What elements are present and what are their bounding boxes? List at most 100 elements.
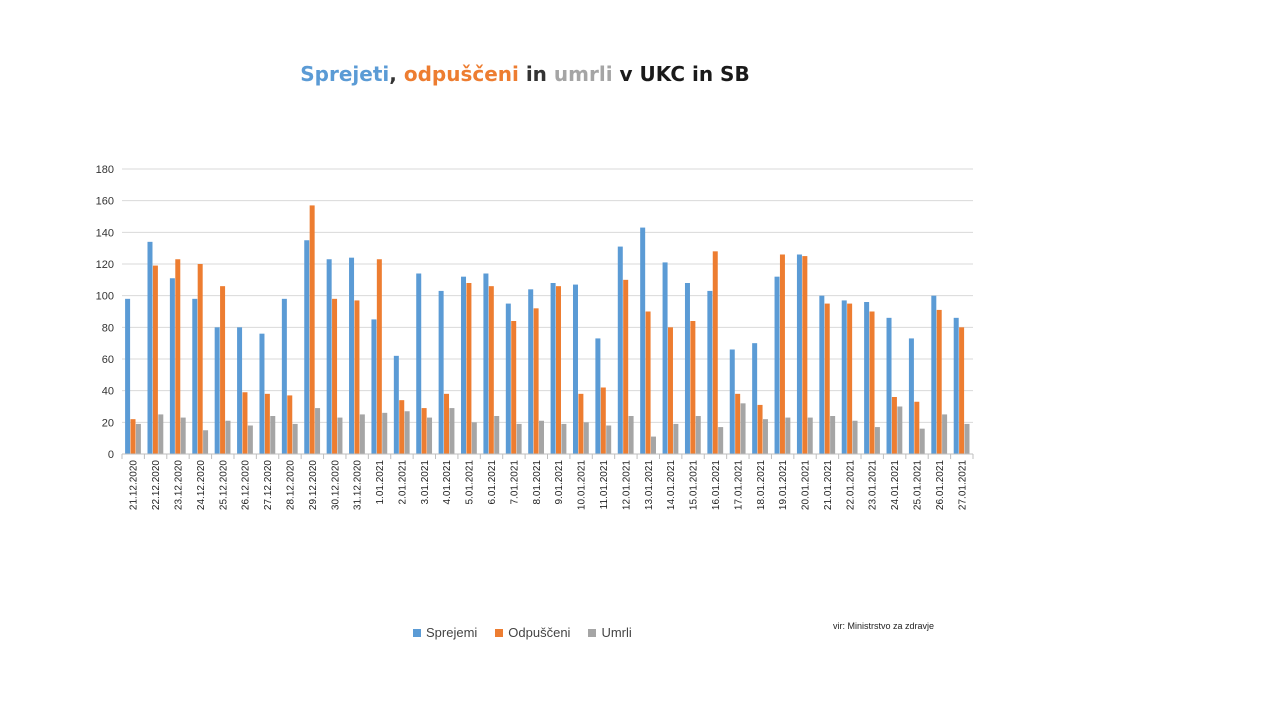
bar-sprejemi	[393, 355, 399, 454]
bar-umrli	[561, 423, 567, 454]
bar-umrli	[673, 423, 679, 454]
x-tick-label: 26.01.2021	[935, 460, 946, 510]
x-tick-label: 22.12.2020	[151, 460, 162, 510]
bar-odpuščeni	[421, 408, 427, 454]
bar-umrli	[382, 412, 388, 454]
chart-title: Sprejeti, odpuščeni in umrli v UKC in SB	[0, 62, 1050, 86]
bar-odpuščeni	[488, 286, 494, 454]
bar-sprejemi	[908, 338, 914, 454]
x-tick-label: 1.01.2021	[375, 460, 386, 505]
bar-umrli	[135, 423, 141, 454]
bar-sprejemi	[438, 290, 444, 454]
bar-umrli	[740, 403, 746, 454]
legend-swatch	[413, 628, 421, 637]
bar-odpuščeni	[444, 393, 450, 454]
bars	[125, 205, 970, 454]
x-tick-label: 21.12.2020	[129, 460, 140, 510]
bar-sprejemi	[528, 289, 534, 454]
bar-umrli	[897, 406, 903, 454]
title-part: ,	[389, 62, 404, 86]
bar-odpuščeni	[847, 303, 853, 454]
bar-sprejemi	[572, 284, 578, 454]
x-tick-label: 11.01.2021	[599, 460, 610, 510]
x-tick-label: 16.01.2021	[711, 460, 722, 510]
y-tick-label: 100	[96, 291, 114, 303]
bar-odpuščeni	[667, 327, 673, 454]
bar-odpuščeni	[376, 259, 382, 454]
x-tick-label: 27.12.2020	[263, 460, 274, 510]
bar-sprejemi	[147, 241, 153, 454]
bar-odpuščeni	[623, 279, 629, 454]
bar-sprejemi	[237, 327, 243, 454]
bar-umrli	[874, 427, 880, 454]
bar-odpuščeni	[712, 251, 718, 454]
axes: 0 20 40 60 80 100 120 140 160 180 21.12.2020 22.12.…	[96, 164, 974, 510]
bar-sprejemi	[953, 317, 959, 454]
bar-sprejemi	[931, 295, 937, 454]
bar-umrli	[606, 425, 612, 454]
bar-sprejemi	[169, 278, 175, 454]
bar-odpuščeni	[690, 321, 696, 454]
bar-sprejemi	[550, 283, 556, 454]
bar-sprejemi	[796, 254, 802, 454]
y-tick-label: 40	[102, 386, 114, 398]
bar-odpuščeni	[354, 300, 360, 454]
bar-sprejemi	[259, 333, 265, 454]
bar-umrli	[539, 420, 545, 454]
x-tick-label: 18.01.2021	[756, 460, 767, 510]
y-tick-label: 80	[102, 322, 114, 334]
x-tick-label: 6.01.2021	[487, 460, 498, 505]
title-part: Sprejeti	[300, 62, 390, 86]
x-tick-label: 2.01.2021	[397, 460, 408, 505]
x-tick-label: 14.01.2021	[666, 460, 677, 510]
x-tick-label: 23.01.2021	[868, 460, 879, 510]
legend-item: Odpuščeni	[495, 625, 570, 640]
bar-sprejemi	[371, 319, 377, 454]
bar-sprejemi	[416, 273, 422, 454]
x-tick-label: 13.01.2021	[644, 460, 655, 510]
bar-sprejemi	[819, 295, 825, 454]
x-tick-label: 28.12.2020	[285, 460, 296, 510]
bar-sprejemi	[640, 227, 646, 454]
bar-odpuščeni	[959, 327, 965, 454]
bar-sprejemi	[192, 298, 198, 454]
legend-swatch	[495, 628, 504, 637]
bar-sprejemi	[483, 273, 489, 454]
bar-odpuščeni	[869, 311, 875, 454]
bar-odpuščeni	[220, 286, 226, 454]
bar-odpuščeni	[242, 392, 248, 454]
bar-umrli	[718, 427, 724, 454]
legend-label: Sprejemi	[426, 625, 478, 640]
bar-sprejemi	[214, 327, 220, 454]
bar-umrli	[762, 419, 768, 454]
source-note: vir: Ministrstvo za zdravje	[833, 621, 935, 631]
bar-odpuščeni	[332, 298, 338, 454]
bar-umrli	[830, 416, 836, 454]
bar-odpuščeni	[936, 309, 942, 454]
title-part: odpuščeni	[403, 62, 519, 86]
bar-umrli	[785, 417, 791, 454]
bar-umrli	[359, 414, 365, 454]
x-tick-label: 31.12.2020	[353, 460, 364, 510]
bar-odpuščeni	[287, 395, 293, 454]
x-tick-label: 24.12.2020	[196, 460, 207, 510]
bar-sprejemi	[304, 240, 310, 454]
bar-odpuščeni	[309, 205, 315, 454]
bar-sprejemi	[841, 300, 847, 454]
bar-odpuščeni	[152, 265, 158, 454]
x-tick-label: 4.01.2021	[442, 460, 453, 505]
bar-sprejemi	[617, 246, 623, 454]
bar-umrli	[494, 416, 500, 454]
y-tick-label: 120	[96, 259, 114, 271]
bar-sprejemi	[886, 317, 892, 454]
bar-umrli	[158, 414, 164, 454]
y-tick-label: 180	[96, 164, 114, 176]
bar-sprejemi	[461, 276, 467, 454]
title-part: in	[518, 62, 554, 86]
bar-sprejemi	[595, 338, 601, 454]
legend-label: Odpuščeni	[508, 625, 571, 640]
x-tick-label: 25.01.2021	[913, 460, 924, 510]
x-tick-label: 29.12.2020	[308, 460, 319, 510]
x-tick-label: 9.01.2021	[554, 460, 565, 505]
x-tick-label: 12.01.2021	[621, 460, 632, 510]
